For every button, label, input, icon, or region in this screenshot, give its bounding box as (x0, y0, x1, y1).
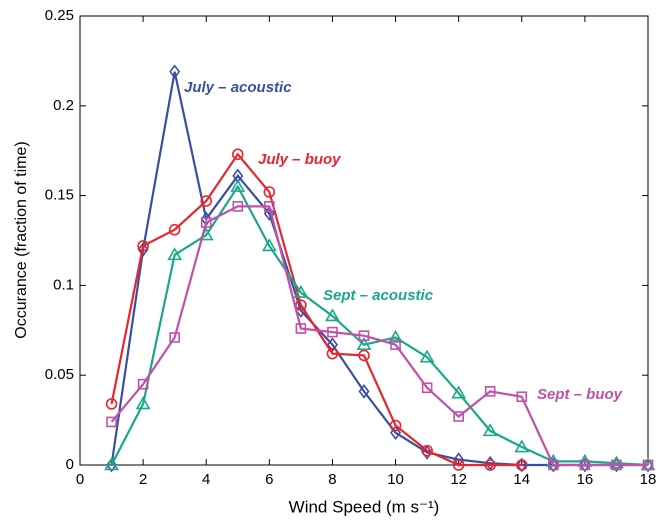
series-label: July – buoy (258, 151, 341, 168)
marker (390, 339, 401, 350)
marker (516, 391, 528, 403)
marker (390, 425, 402, 441)
marker (137, 378, 149, 390)
marker (421, 382, 433, 394)
marker (419, 349, 435, 363)
x-axis-label: Wind Speed (m s⁻¹) (289, 497, 440, 516)
marker (200, 195, 213, 207)
x-tick-label: 6 (265, 471, 273, 488)
marker (137, 240, 149, 252)
marker (388, 329, 403, 343)
series-label: July – acoustic (184, 79, 292, 96)
x-tick-label: 16 (577, 471, 594, 488)
y-tick-label: 0.15 (45, 187, 74, 204)
marker (389, 419, 402, 432)
y-axis-label: Occurance (fraction of time) (13, 141, 30, 338)
marker (325, 308, 340, 322)
marker (358, 330, 370, 341)
marker (137, 242, 149, 257)
marker (169, 64, 181, 80)
x-tick-label: 4 (202, 471, 210, 488)
y-tick-label: 0.05 (45, 366, 74, 383)
marker (104, 457, 119, 471)
marker (105, 398, 118, 410)
marker (484, 459, 497, 471)
y-tick-label: 0 (66, 456, 74, 473)
marker (358, 349, 370, 362)
marker (609, 455, 624, 469)
marker (169, 332, 180, 343)
marker (263, 186, 276, 198)
series-line (110, 71, 648, 467)
marker (484, 386, 496, 397)
marker (356, 337, 372, 350)
marker (611, 459, 622, 471)
plot-frame (79, 15, 649, 466)
marker (293, 284, 309, 298)
marker (264, 201, 275, 212)
marker (547, 457, 559, 473)
marker (514, 439, 530, 453)
marker (261, 238, 277, 252)
marker (135, 396, 151, 410)
marker (232, 201, 244, 212)
marker (482, 423, 498, 437)
marker (516, 457, 528, 473)
y-tick-label: 0.2 (53, 97, 74, 114)
x-tick-label: 8 (328, 471, 336, 488)
marker (452, 459, 465, 471)
series-label: Sept – buoy (537, 386, 623, 403)
marker (579, 459, 591, 471)
marker (421, 445, 433, 460)
marker (579, 457, 591, 473)
marker (230, 179, 246, 192)
series-line (110, 184, 649, 467)
x-tick-label: 10 (387, 471, 404, 488)
marker (421, 444, 433, 457)
marker (515, 459, 528, 471)
marker (326, 347, 339, 360)
x-tick-label: 14 (513, 471, 530, 488)
x-tick-label: 0 (76, 471, 84, 488)
marker (231, 148, 244, 161)
marker (106, 416, 117, 428)
series-line (110, 152, 522, 467)
series-label: Sept – acoustic (323, 287, 434, 304)
marker (358, 384, 370, 399)
y-tick-label: 0.25 (45, 7, 74, 24)
marker (200, 217, 212, 228)
marker (453, 411, 464, 422)
x-tick-label: 18 (640, 471, 657, 488)
marker (327, 326, 338, 338)
marker (548, 459, 559, 471)
marker (295, 323, 307, 334)
x-tick-label: 2 (139, 471, 147, 488)
marker (326, 337, 338, 353)
x-tick-label: 12 (450, 471, 467, 488)
marker (451, 385, 467, 399)
marker (167, 247, 183, 261)
marker (168, 223, 181, 236)
y-tick-label: 0.1 (53, 276, 74, 293)
marker (642, 459, 654, 471)
